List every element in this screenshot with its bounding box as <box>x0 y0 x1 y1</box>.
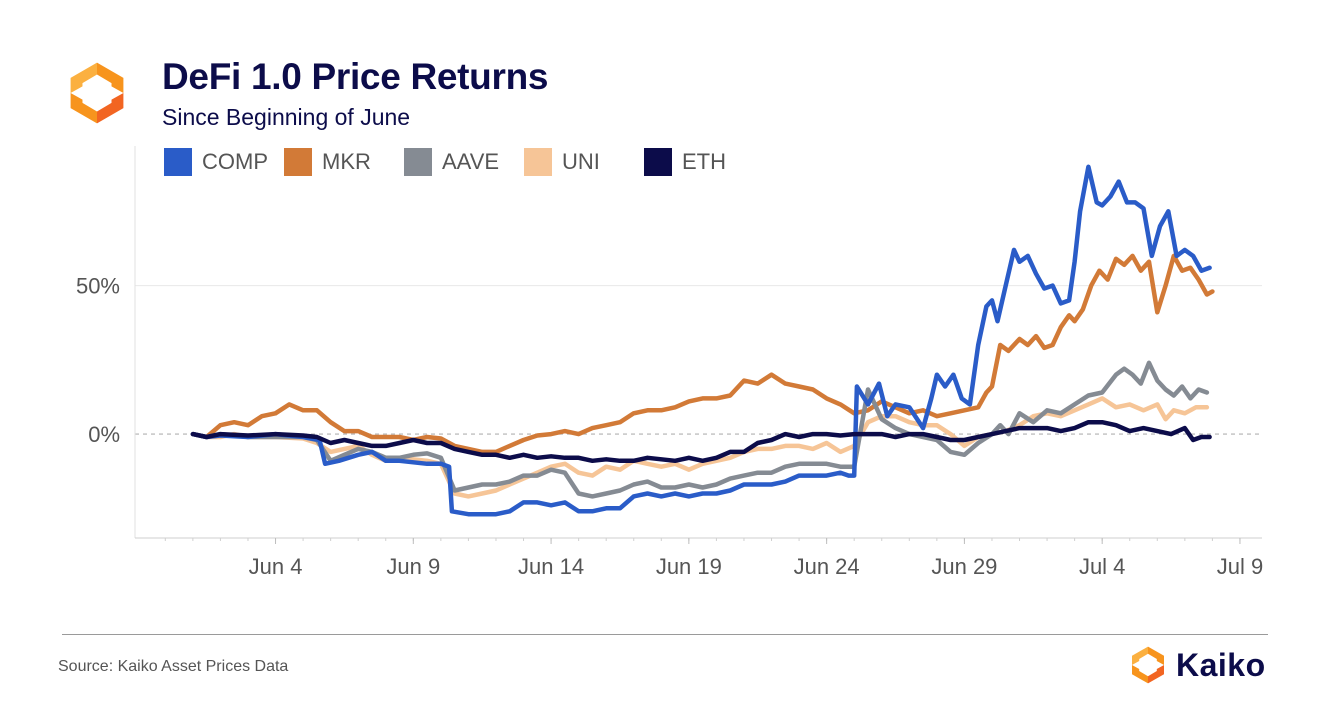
chart-title: DeFi 1.0 Price Returns <box>162 56 549 97</box>
brand-logo: Kaiko <box>1128 644 1266 686</box>
line-chart: 0% 50% Jun 4 Jun 9 Jun 14 Jun 19 Jun 24 Jun 29 J… <box>76 146 1263 579</box>
chart-subtitle: Since Beginning of June <box>162 104 411 130</box>
footer-divider <box>62 634 1268 635</box>
legend-item-uni: UNI <box>524 146 600 178</box>
y-tick-label-0: 0% <box>88 422 120 447</box>
legend-swatch-mkr <box>284 148 312 176</box>
legend-item-mkr: MKR <box>284 146 371 178</box>
legend-label-eth: ETH <box>682 149 726 174</box>
x-tick-label-jun-24: Jun 24 <box>794 554 860 579</box>
legend-swatch-eth <box>644 148 672 176</box>
x-tick-label-jun-14: Jun 14 <box>518 554 584 579</box>
legend-swatch-aave <box>404 148 432 176</box>
legend-label-comp: COMP <box>202 149 268 174</box>
kaiko-logo-icon <box>70 62 124 124</box>
source-note: Source: Kaiko Asset Prices Data <box>58 658 289 675</box>
x-tick-label-jun-4: Jun 4 <box>249 554 303 579</box>
legend-swatch-uni <box>524 148 552 176</box>
kaiko-logo-icon <box>1132 646 1164 684</box>
legend-label-uni: UNI <box>562 149 600 174</box>
y-tick-label-50: 50% <box>76 274 120 299</box>
x-tick-label-jul-4: Jul 4 <box>1079 554 1125 579</box>
legend-item-eth: ETH <box>644 146 726 178</box>
x-tick-label-jun-29: Jun 29 <box>931 554 997 579</box>
legend-item-aave: AAVE <box>404 146 499 178</box>
series-line-comp <box>190 164 1212 517</box>
legend-swatch-comp <box>164 148 192 176</box>
series-line-eth <box>190 419 1212 464</box>
legend-label-mkr: MKR <box>322 149 371 174</box>
legend-item-comp: COMP <box>164 146 268 178</box>
x-tick-label-jun-9: Jun 9 <box>386 554 440 579</box>
series-line-mkr <box>190 253 1215 455</box>
x-tick-label-jul-9: Jul 9 <box>1217 554 1263 579</box>
brand-name: Kaiko <box>1176 646 1266 683</box>
series-line-aave <box>190 360 1210 499</box>
x-tick-label-jun-19: Jun 19 <box>656 554 722 579</box>
legend-label-aave: AAVE <box>442 149 500 174</box>
